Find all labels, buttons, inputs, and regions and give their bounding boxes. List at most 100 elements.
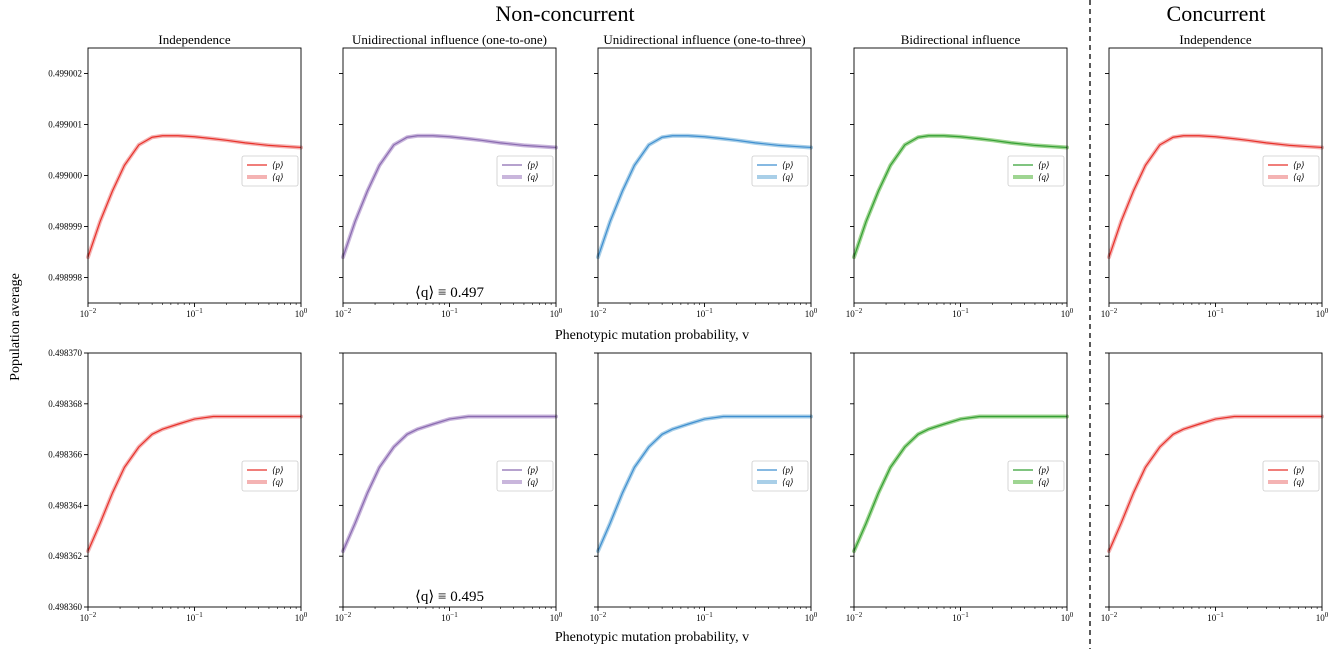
y-tick-label: 0.498998: [48, 273, 82, 283]
annotation-q-constant: ⟨q⟩ ≡ 0.495: [415, 589, 484, 605]
x-tick-label: 100: [1061, 611, 1074, 623]
y-tick-label: 0.498366: [48, 450, 82, 460]
y-tick-label: 0.499000: [48, 171, 82, 181]
x-axis-label-row2: Phenotypic mutation probability, v: [555, 630, 749, 645]
x-tick-label: 10−1: [186, 307, 203, 319]
x-tick-label: 10−1: [186, 611, 203, 623]
series-q-band: [86, 133, 303, 260]
panel-title-2: Unidirectional influence (one-to-one): [352, 32, 547, 47]
x-tick-label: 100: [805, 307, 818, 319]
series-q-band: [596, 133, 813, 260]
legend-label-p: ⟨p⟩: [527, 160, 539, 170]
x-tick-label: 10−1: [952, 611, 969, 623]
legend-label-q: ⟨q⟩: [272, 172, 284, 182]
panel-title-3: Unidirectional influence (one-to-three): [603, 32, 805, 47]
legend-label-p: ⟨p⟩: [1038, 160, 1050, 170]
legend-label-p: ⟨p⟩: [272, 160, 284, 170]
panel-title-5: Independence: [1179, 32, 1251, 47]
y-tick-label: 0.499002: [48, 69, 82, 79]
legend-label-q: ⟨q⟩: [1293, 172, 1305, 182]
legend-label-q: ⟨q⟩: [1293, 477, 1305, 487]
y-tick-label: 0.499001: [48, 120, 82, 130]
x-tick-label: 100: [295, 307, 308, 319]
legend-label-p: ⟨p⟩: [1293, 160, 1305, 170]
legend-label-p: ⟨p⟩: [1038, 465, 1050, 475]
series-p-line: [342, 415, 556, 552]
legend-box: [1262, 460, 1320, 492]
legend-box: [241, 460, 299, 492]
legend-box: [751, 460, 809, 492]
x-tick-label: 100: [1316, 611, 1329, 623]
legend-box: [496, 460, 554, 492]
panel-r1-c4: Bidirectional influence 10−2 10−1 100 ⟨p⟩ ⟨q⟩: [846, 32, 1074, 319]
legend-box: [241, 155, 299, 187]
legend-label-p: ⟨p⟩: [1293, 465, 1305, 475]
x-tick-label: 10−1: [696, 307, 713, 319]
x-tick-label: 10−2: [846, 611, 863, 623]
panel-r2-c1: 0.498360 0.498362 0.498364 0.498366 0.498368…: [48, 348, 308, 623]
panel-r2-c4: 10−2 10−1 100 ⟨p⟩ ⟨q⟩: [846, 352, 1074, 623]
panel-r2-c5: 10−2 10−1 100 ⟨p⟩ ⟨q⟩: [1101, 352, 1329, 623]
x-tick-label: 10−1: [1207, 611, 1224, 623]
panel-r1-c3: Unidirectional influence (one-to-three) 1…: [590, 32, 818, 319]
series-p-line: [597, 135, 812, 258]
panels: Independence 0.498998 0.498999 0.499000 0.49…: [48, 32, 1329, 623]
series-p-line: [853, 135, 1068, 258]
x-tick-label: 10−2: [846, 307, 863, 319]
x-tick-label: 100: [550, 307, 563, 319]
x-tick-label: 100: [1061, 307, 1074, 319]
series-p-line: [597, 415, 811, 552]
legend-box: [1262, 155, 1320, 187]
series-p-line: [87, 135, 302, 258]
legend-label-q: ⟨q⟩: [527, 172, 539, 182]
x-tick-label: 10−1: [441, 307, 458, 319]
panel-r1-c2: Unidirectional influence (one-to-one) 10−…: [335, 32, 563, 319]
legend-box: [496, 155, 554, 187]
x-tick-label: 100: [295, 611, 308, 623]
legend-label-p: ⟨p⟩: [782, 160, 794, 170]
y-tick-label: 0.498364: [48, 500, 82, 510]
x-tick-label: 100: [550, 611, 563, 623]
series-p-line: [1108, 415, 1322, 552]
legend-box: [1007, 460, 1065, 492]
series-q-band: [341, 133, 558, 260]
x-tick-label: 10−2: [80, 611, 97, 623]
legend-label-q: ⟨q⟩: [1038, 477, 1050, 487]
x-tick-label: 10−2: [590, 611, 607, 623]
y-axis-label: Population average: [8, 273, 23, 381]
legend-label-q: ⟨q⟩: [782, 172, 794, 182]
x-tick-label: 10−2: [80, 307, 97, 319]
group-title-noncurrent: Non-concurrent: [495, 1, 634, 26]
series-p-line: [342, 135, 557, 258]
panel-r1-c5: Independence 10−2 10−1 100 ⟨p⟩ ⟨q⟩: [1101, 32, 1329, 319]
legend-label-q: ⟨q⟩: [527, 477, 539, 487]
x-tick-label: 10−2: [1101, 611, 1118, 623]
x-axis-label-row1: Phenotypic mutation probability, v: [555, 328, 749, 343]
series-p-line: [87, 415, 301, 552]
series-p-line: [1108, 135, 1323, 258]
panel-r2-c3: 10−2 10−1 100 ⟨p⟩ ⟨q⟩: [590, 352, 818, 623]
y-tick-label: 0.498362: [48, 551, 82, 561]
x-tick-label: 100: [805, 611, 818, 623]
x-tick-label: 10−1: [441, 611, 458, 623]
series-p-line: [853, 415, 1067, 552]
x-tick-label: 10−2: [335, 307, 352, 319]
x-tick-label: 10−1: [696, 611, 713, 623]
x-tick-label: 100: [1316, 307, 1329, 319]
legend-box: [1007, 155, 1065, 187]
legend-label-q: ⟨q⟩: [782, 477, 794, 487]
x-tick-label: 10−1: [952, 307, 969, 319]
legend-label-p: ⟨p⟩: [527, 465, 539, 475]
x-tick-label: 10−1: [1207, 307, 1224, 319]
legend-box: [751, 155, 809, 187]
annotation-q-constant: ⟨q⟩ ≡ 0.497: [415, 285, 484, 301]
panel-title-4: Bidirectional influence: [901, 32, 1021, 47]
legend-label-p: ⟨p⟩: [272, 465, 284, 475]
series-q-band: [1107, 133, 1324, 260]
y-tick-label: 0.498999: [48, 222, 82, 232]
x-tick-label: 10−2: [335, 611, 352, 623]
x-tick-label: 10−2: [590, 307, 607, 319]
y-tick-label: 0.498368: [48, 399, 82, 409]
panel-r2-c2: 10−2 10−1 100 ⟨p⟩ ⟨q⟩ ⟨q⟩ ≡ 0.495: [335, 352, 563, 623]
